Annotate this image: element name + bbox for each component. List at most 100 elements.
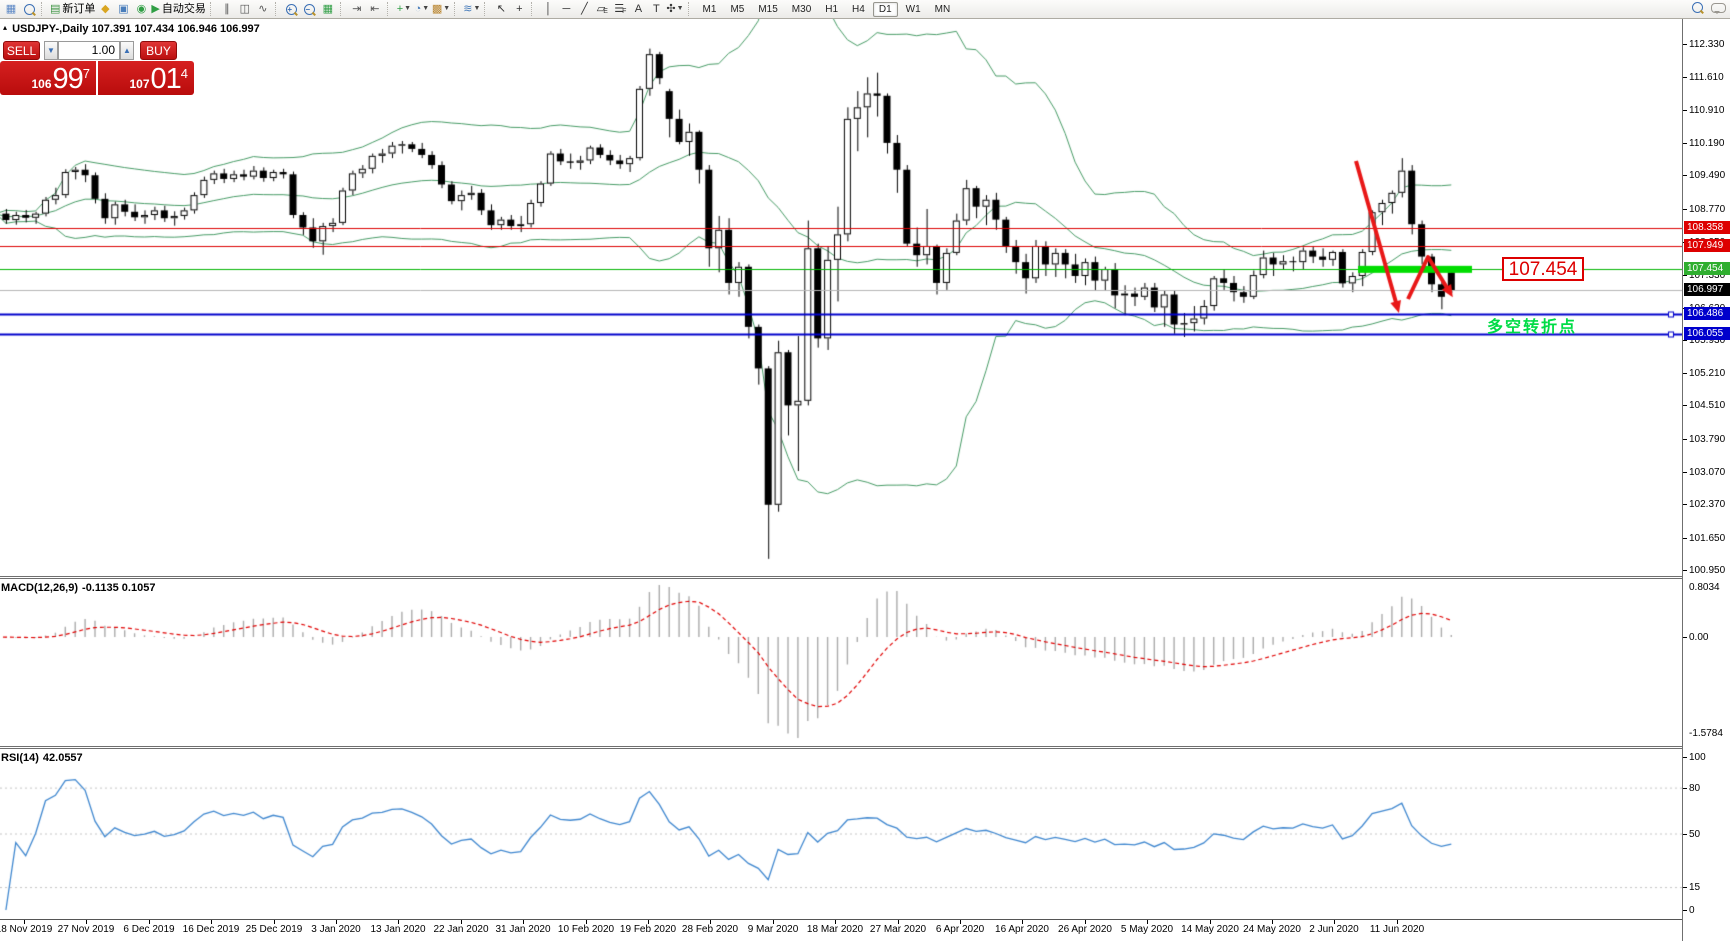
toolbar-separator <box>41 2 46 16</box>
main-chart-canvas[interactable] <box>0 19 1682 576</box>
date-tick-mark <box>898 920 899 924</box>
timeframe-h4[interactable]: H4 <box>852 3 865 15</box>
macd-values: -0.1135 0.1057 <box>82 582 156 594</box>
cursor-button[interactable]: ↖ <box>493 1 509 17</box>
rsi-canvas[interactable] <box>0 749 1682 919</box>
tile-windows-button[interactable]: ▦ <box>320 1 336 17</box>
buy-price[interactable]: 107 01 4 <box>98 61 194 95</box>
price-axis[interactable]: 112.330 111.610 110.910 110.190 109.490 108.7… <box>1682 19 1730 941</box>
vertical-line-button[interactable]: │ <box>540 1 556 17</box>
date-tick-mark <box>86 920 87 924</box>
axis-tick-mark <box>1683 110 1687 111</box>
symbol-marker-icon: ▴ <box>3 23 8 32</box>
crosshair-button[interactable]: + <box>511 1 527 17</box>
date-tick-mark <box>1272 920 1273 924</box>
date-label: 27 Nov 2019 <box>57 924 115 935</box>
chat-icon[interactable] <box>1711 2 1726 14</box>
bar-chart-mode-button[interactable]: ∥ <box>219 1 235 17</box>
toolbar-right <box>1692 2 1726 14</box>
date-label: 27 Mar 2020 <box>869 924 927 935</box>
buy-button[interactable]: BUY <box>140 40 177 60</box>
sell-button[interactable]: SELL <box>3 40 40 60</box>
sell-price[interactable]: 106 99 7 <box>0 61 96 95</box>
zoom-in-button[interactable]: + <box>284 1 300 17</box>
news-button[interactable]: ◉ <box>133 1 149 17</box>
volume-input[interactable]: 1.00 <box>58 40 120 60</box>
price-tick-label: 112.330 <box>1689 39 1725 50</box>
chevron-down-icon: ▼ <box>404 5 412 12</box>
date-label: 6 Apr 2020 <box>935 924 985 935</box>
date-tick-mark <box>149 920 150 924</box>
trendline-button[interactable]: ╱ <box>576 1 592 17</box>
price-tick-label: 108.770 <box>1689 204 1726 215</box>
toolbar-separator <box>209 2 215 16</box>
date-axis[interactable]: 18 Nov 2019 27 Nov 2019 6 Dec 2019 16 Dec 2… <box>0 919 1730 941</box>
metaeditor-button[interactable]: ◆ <box>97 1 113 17</box>
search-icon[interactable] <box>1692 2 1703 13</box>
fibonacci-button[interactable]: ☰ F <box>614 3 627 15</box>
timeframe-d1[interactable]: D1 <box>872 1 898 17</box>
arrows-tool-button[interactable]: ✣ ▼ <box>666 1 683 17</box>
panel-divider[interactable] <box>0 746 1730 749</box>
timeframe-m15[interactable]: M15 <box>758 3 778 15</box>
terminal-icon: ▣ <box>118 3 129 15</box>
periods-button[interactable]: ◔ ▼ <box>414 1 430 17</box>
date-tick-mark <box>1210 920 1211 924</box>
tile-windows-icon: ▦ <box>322 3 334 15</box>
timeframe-m5[interactable]: M5 <box>730 3 745 15</box>
text-label-tool-button[interactable]: T <box>648 1 664 17</box>
panel-divider[interactable] <box>0 576 1730 579</box>
line-styles-button[interactable]: ≋ ▼ <box>463 1 480 17</box>
axis-tick-mark <box>1683 834 1687 835</box>
text-tool-button[interactable]: A <box>630 1 646 17</box>
templates-button[interactable]: ▩ ▼ <box>432 1 450 17</box>
timeframe-w1[interactable]: W1 <box>905 3 921 15</box>
axis-tick-mark <box>1683 44 1687 45</box>
timeframe-m30[interactable]: M30 <box>791 3 812 15</box>
date-label: 16 Dec 2019 <box>182 924 240 935</box>
candlestick-mode-button[interactable]: ◫ <box>237 1 253 17</box>
autotrading-label: 自动交易 <box>161 3 206 15</box>
volume-decrease-button[interactable]: ▼ <box>44 40 58 60</box>
timeframe-mn[interactable]: MN <box>934 3 951 15</box>
date-tick-mark <box>336 920 337 924</box>
price-badge: 107.949 <box>1684 239 1730 252</box>
horizontal-line-button[interactable]: ─ <box>558 1 574 17</box>
new-order-button[interactable]: ▤ 新订单 <box>50 1 95 17</box>
price-tick-label: 102.370 <box>1689 499 1726 510</box>
price-annotation-box[interactable]: 107.454 <box>1502 257 1584 281</box>
turning-point-label[interactable]: 多空转折点 <box>1487 319 1578 336</box>
macd-canvas[interactable] <box>0 579 1682 746</box>
line-chart-mode-button[interactable]: ∿ <box>255 1 271 17</box>
date-tick-mark <box>1085 920 1086 924</box>
volume-increase-button[interactable]: ▲ <box>120 40 134 60</box>
axis-tick-mark <box>1683 175 1687 176</box>
data-window-button[interactable] <box>21 1 37 17</box>
indicators-add-button[interactable]: + ▼ <box>396 1 412 17</box>
chart-shift-button[interactable]: ⇤ <box>367 1 383 17</box>
autotrading-button[interactable]: ▶ 自动交易 <box>151 1 205 17</box>
axis-tick-mark <box>1683 143 1687 144</box>
timeframe-m1[interactable]: M1 <box>702 3 717 15</box>
timeframe-h1[interactable]: H1 <box>825 3 839 15</box>
text-label-tool-icon: T <box>653 3 660 15</box>
date-label: 24 May 2020 <box>1243 924 1301 935</box>
date-tick-mark <box>960 920 961 924</box>
auto-scroll-button[interactable]: ⇥ <box>349 1 365 17</box>
toolbar-separator <box>454 2 459 16</box>
price-tick-label: 107.330 <box>1689 270 1726 281</box>
equidistant-channel-button[interactable]: ▱ E <box>596 3 608 15</box>
date-tick-mark <box>586 920 587 924</box>
zoom-out-button[interactable]: − <box>302 1 318 17</box>
zoom-in-icon: + <box>286 3 298 15</box>
indicators-add-icon: + <box>396 3 404 15</box>
axis-tick-mark <box>1683 887 1687 888</box>
price-tick-label: 104.510 <box>1689 400 1726 411</box>
zoom-out-icon: − <box>304 3 316 15</box>
new-chart-button[interactable]: ▦ <box>3 1 19 17</box>
horizontal-line-icon: ─ <box>562 3 571 15</box>
axis-tick-mark <box>1683 340 1687 341</box>
axis-tick-mark <box>1683 570 1687 571</box>
terminal-button[interactable]: ▣ <box>115 1 131 17</box>
candlestick-mode-icon: ◫ <box>239 3 251 15</box>
